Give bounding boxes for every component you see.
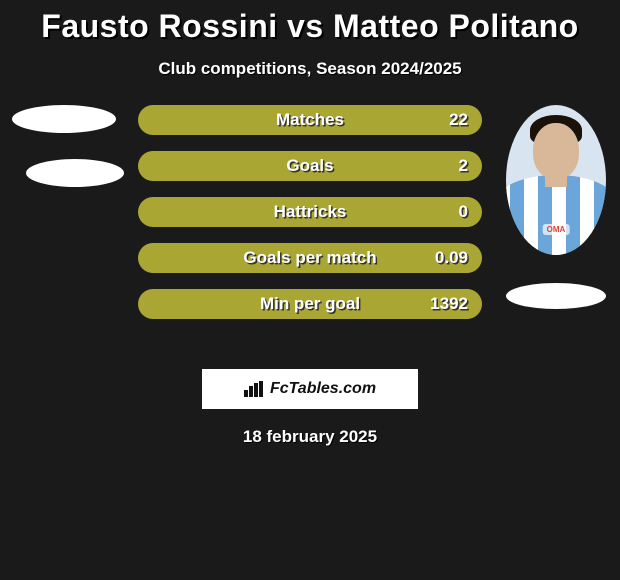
stat-label: Matches bbox=[138, 105, 482, 135]
stat-row: Goals2 bbox=[138, 151, 482, 181]
stat-row: Min per goal1392 bbox=[138, 289, 482, 319]
stat-label: Goals per match bbox=[138, 243, 482, 273]
left-player-placeholder-2 bbox=[26, 159, 124, 187]
right-player-col: OMA bbox=[496, 105, 616, 309]
stat-row: Goals per match0.09 bbox=[138, 243, 482, 273]
avatar-head bbox=[533, 123, 579, 179]
brand-text: FcTables.com bbox=[270, 380, 376, 398]
stat-label: Hattricks bbox=[138, 197, 482, 227]
stat-value-right: 0 bbox=[459, 197, 468, 227]
stat-row: Hattricks0 bbox=[138, 197, 482, 227]
right-player-avatar: OMA bbox=[506, 105, 606, 255]
jersey-sponsor: OMA bbox=[543, 224, 570, 235]
page-title: Fausto Rossini vs Matteo Politano bbox=[0, 0, 620, 45]
left-player-placeholder-1 bbox=[12, 105, 116, 133]
season-subtitle: Club competitions, Season 2024/2025 bbox=[0, 59, 620, 79]
stat-value-right: 2 bbox=[459, 151, 468, 181]
stat-bars: Matches22 Goals2 Hattricks0 Goals per match… bbox=[138, 105, 482, 335]
avatar-jersey bbox=[506, 175, 606, 255]
stat-value-right: 0.09 bbox=[435, 243, 468, 273]
comparison-content: OMA Matches22 Goals2 Hattricks0 Goals per m… bbox=[0, 105, 620, 355]
snapshot-date: 18 february 2025 bbox=[0, 427, 620, 447]
stat-label: Goals bbox=[138, 151, 482, 181]
brand-badge[interactable]: FcTables.com bbox=[202, 369, 418, 409]
right-player-placeholder bbox=[506, 283, 606, 309]
stat-value-right: 1392 bbox=[430, 289, 468, 319]
stat-row: Matches22 bbox=[138, 105, 482, 135]
bar-chart-icon bbox=[244, 381, 264, 397]
stat-value-right: 22 bbox=[449, 105, 468, 135]
left-player-col bbox=[4, 105, 124, 187]
